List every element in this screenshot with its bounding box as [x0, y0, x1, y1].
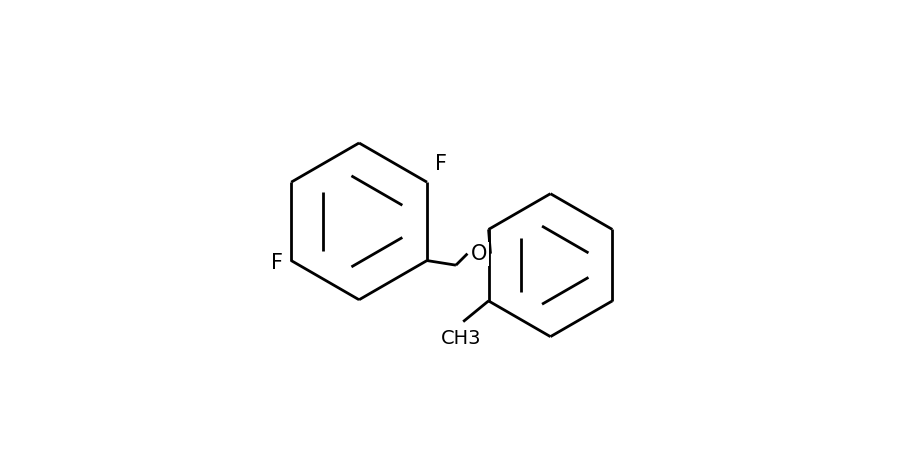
Text: CH3: CH3	[441, 329, 481, 348]
Text: F: F	[436, 154, 447, 174]
Text: O: O	[471, 244, 487, 264]
Text: F: F	[271, 253, 283, 273]
